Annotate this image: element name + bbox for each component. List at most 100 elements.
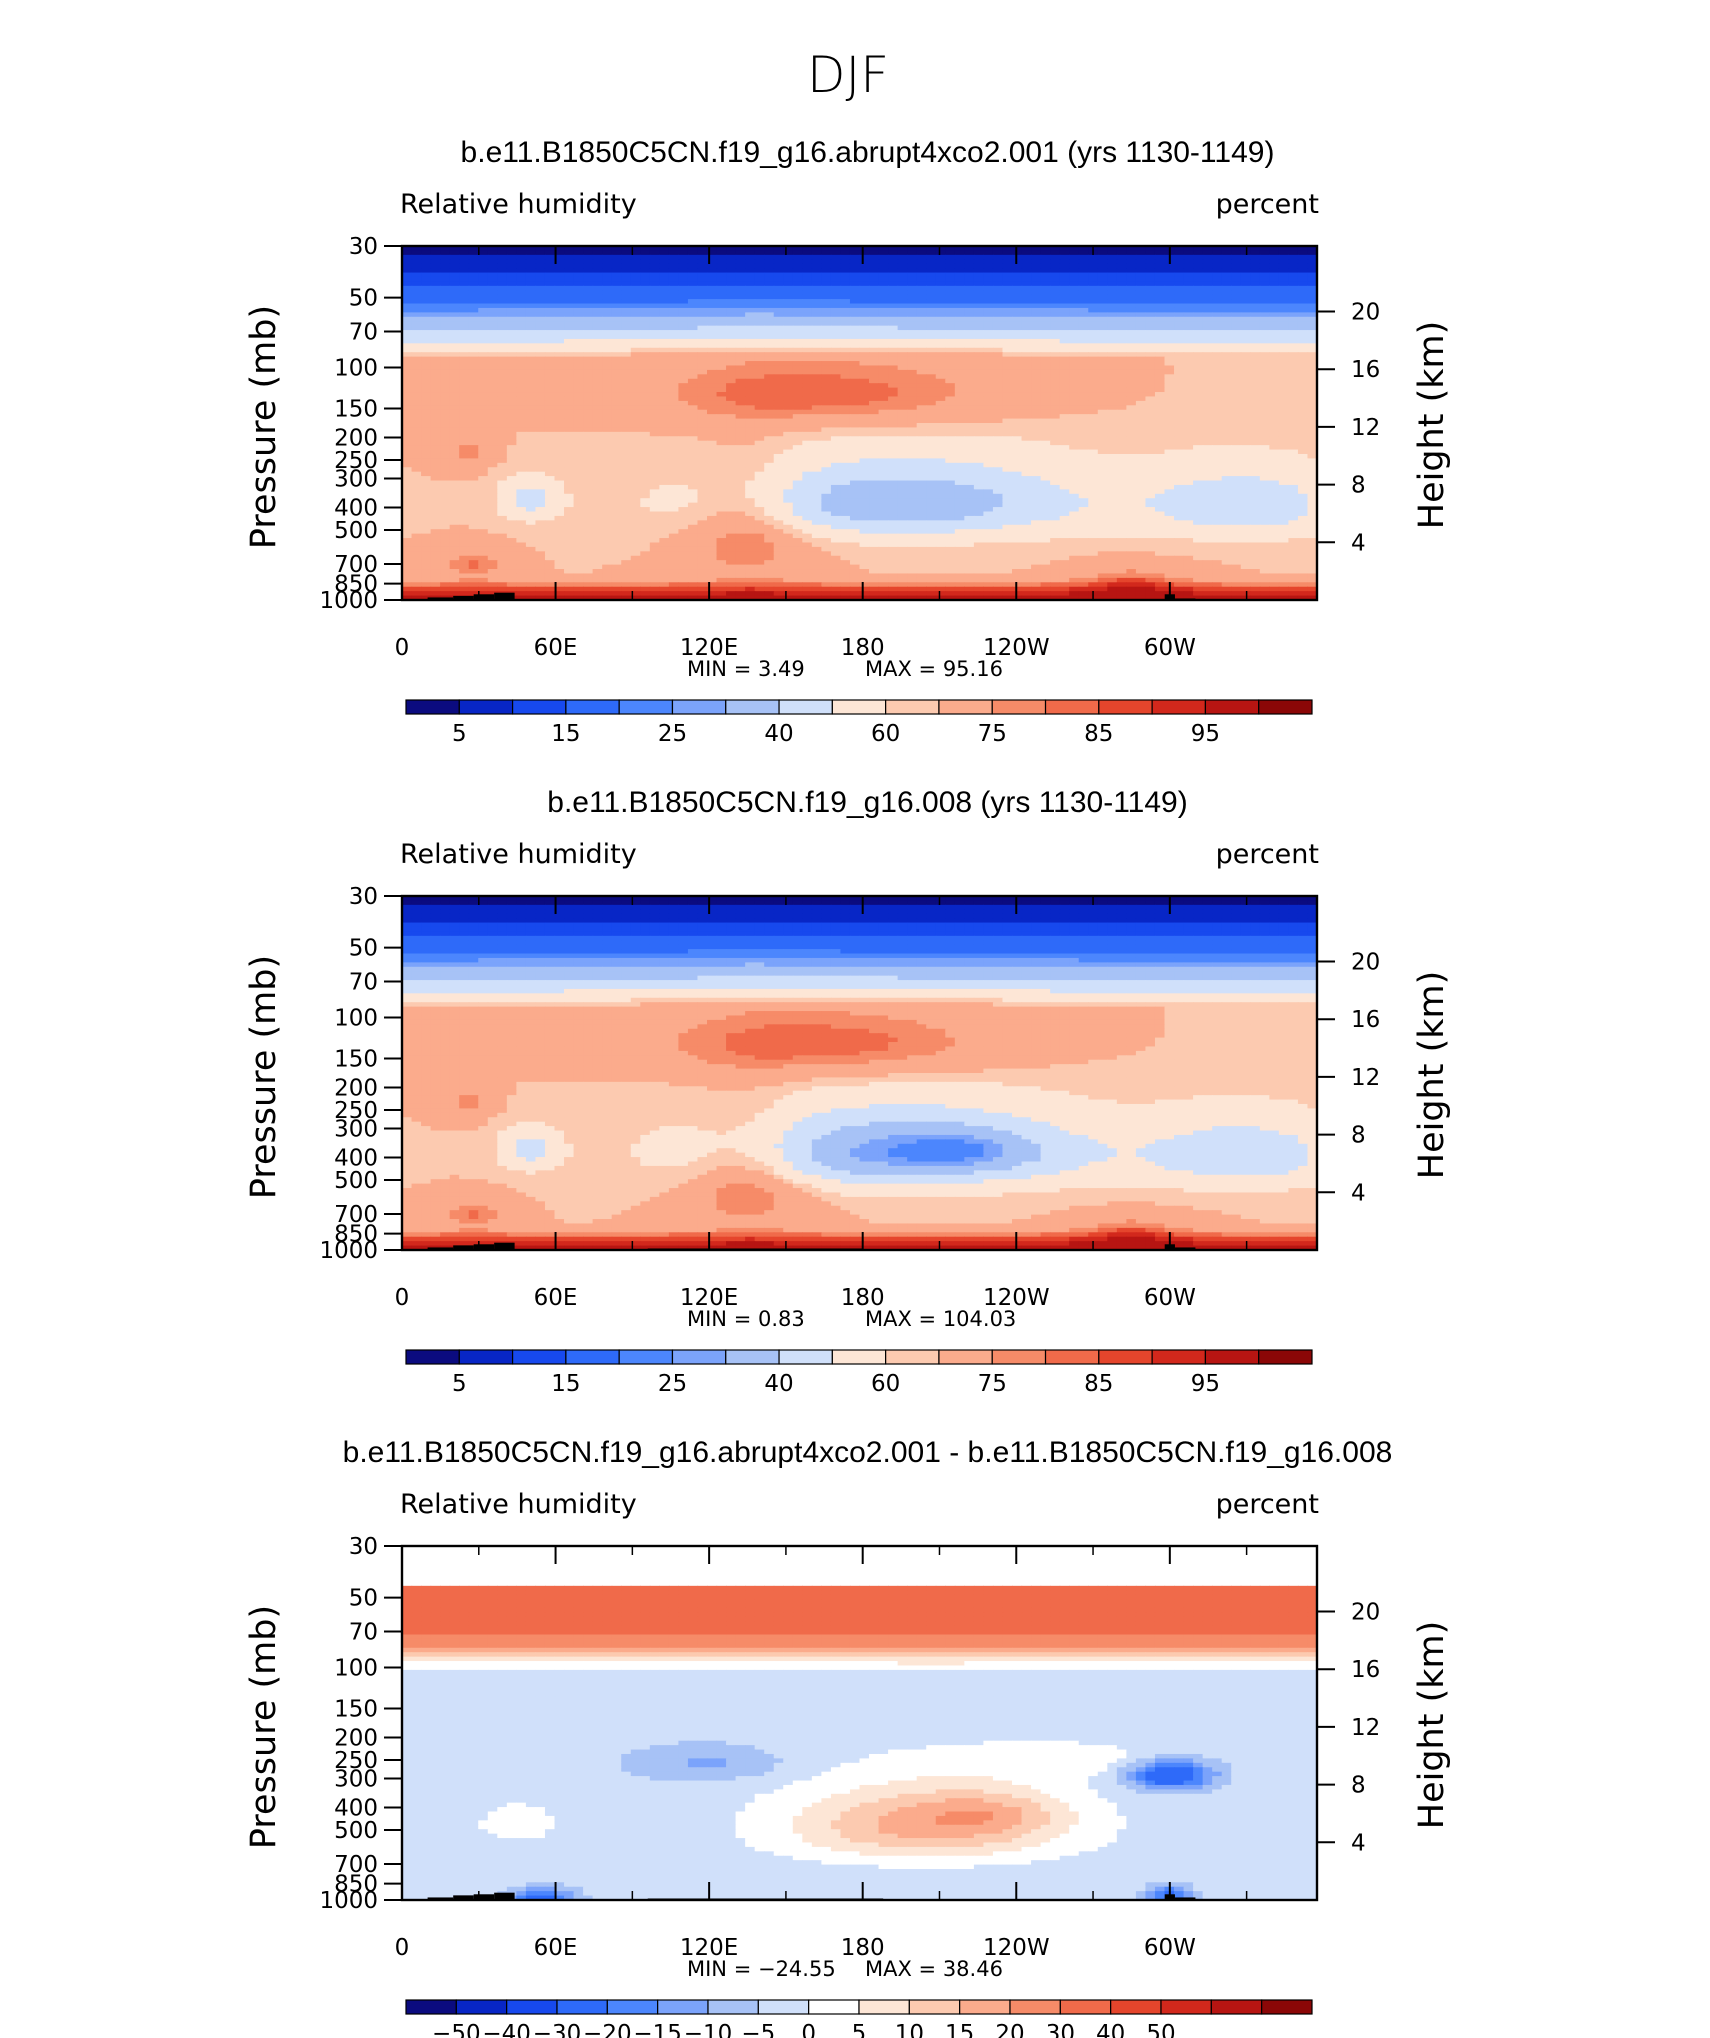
contour-cell (1250, 392, 1261, 398)
contour-cell (687, 356, 699, 362)
contour-cell (821, 471, 832, 477)
contour-cell (630, 268, 641, 274)
contour-cell (1126, 427, 1137, 433)
contour-cell (468, 299, 479, 305)
contour-cell (926, 263, 937, 269)
contour-cell (468, 276, 479, 282)
contour-cell (487, 334, 498, 340)
contour-cell (430, 400, 441, 406)
contour-cell (649, 307, 660, 313)
contour-cell (440, 405, 451, 411)
contour-cell (878, 387, 889, 393)
contour-cell (478, 365, 489, 371)
contour-cell (630, 299, 641, 305)
contour-cell (697, 467, 708, 473)
contour-cell (630, 471, 641, 477)
contour-cell (1154, 338, 1166, 344)
contour-cell (907, 352, 918, 358)
contour-cell (1059, 431, 1070, 437)
contour-cell (1078, 307, 1089, 313)
contour-cell (592, 361, 603, 367)
contour-cell (859, 369, 870, 375)
contour-cell (802, 387, 813, 393)
contour-cell (544, 387, 556, 393)
contour-cell (821, 400, 832, 406)
contour-cell (1107, 436, 1118, 442)
contour-cell (649, 325, 660, 331)
contour-cell (564, 418, 575, 424)
contour-cell (1012, 303, 1023, 309)
contour-cell (1269, 307, 1280, 313)
contour-cell (411, 449, 422, 455)
contour-cell (1059, 453, 1070, 459)
contour-cell (1145, 263, 1156, 269)
contour-cell (945, 387, 956, 393)
contour-cell (821, 263, 832, 269)
contour-cell (1059, 352, 1070, 358)
contour-cell (1021, 453, 1032, 459)
contour-cell (411, 383, 422, 389)
contour-cell (973, 347, 985, 353)
contour-cell (973, 263, 985, 269)
contour-cell (907, 449, 918, 455)
contour-cell (649, 400, 660, 406)
contour-cell (1135, 268, 1147, 274)
contour-cell (516, 462, 527, 468)
contour-cell (1278, 436, 1290, 442)
contour-cell (1050, 259, 1061, 265)
contour-cell (487, 414, 498, 420)
contour-cell (964, 272, 975, 278)
contour-cell (468, 334, 479, 340)
contour-cell (783, 383, 794, 389)
contour-cell (916, 361, 927, 367)
contour-cell (897, 400, 908, 406)
contour-cell (802, 365, 813, 371)
contour-cell (1288, 369, 1299, 375)
contour-cell (1059, 458, 1070, 464)
contour-cell (1221, 462, 1232, 468)
contour-cell (516, 361, 527, 367)
contour-cell (1164, 396, 1175, 402)
contour-cell (583, 400, 594, 406)
contour-cell (1240, 276, 1251, 282)
contour-cell (1288, 423, 1299, 429)
contour-cell (525, 387, 537, 393)
contour-cell (449, 299, 460, 305)
contour-cell (1193, 334, 1204, 340)
contour-cell (1269, 365, 1280, 371)
contour-cell (1040, 396, 1051, 402)
contour-cell (954, 321, 965, 327)
contour-cell (687, 436, 699, 442)
contour-cell (411, 246, 422, 252)
contour-cell (611, 303, 622, 309)
contour-cell (821, 321, 832, 327)
contour-cell (678, 334, 689, 340)
contour-cell (611, 361, 622, 367)
contour-cell (954, 449, 965, 455)
contour-cell (1193, 409, 1204, 415)
contour-cell (945, 263, 956, 269)
contour-cell (554, 281, 565, 287)
contour-cell (1154, 365, 1166, 371)
contour-cell (1202, 471, 1213, 477)
contour-cell (916, 471, 927, 477)
contour-cell (697, 272, 708, 278)
contour-cell (1278, 396, 1290, 402)
contour-cell (754, 343, 765, 349)
contour-cell (430, 453, 441, 459)
contour-cell (992, 427, 1004, 433)
contour-cell (792, 378, 803, 384)
contour-cell (992, 418, 1004, 424)
contour-cell (735, 414, 746, 420)
contour-cell (478, 343, 489, 349)
contour-cell (973, 387, 985, 393)
contour-cell (1174, 436, 1185, 442)
contour-cell (1069, 263, 1080, 269)
contour-cell (583, 246, 594, 252)
contour-cell (973, 321, 985, 327)
contour-cell (468, 458, 479, 464)
contour-cell (802, 321, 813, 327)
contour-cell (973, 453, 985, 459)
contour-cell (888, 316, 899, 322)
contour-cell (878, 409, 889, 415)
